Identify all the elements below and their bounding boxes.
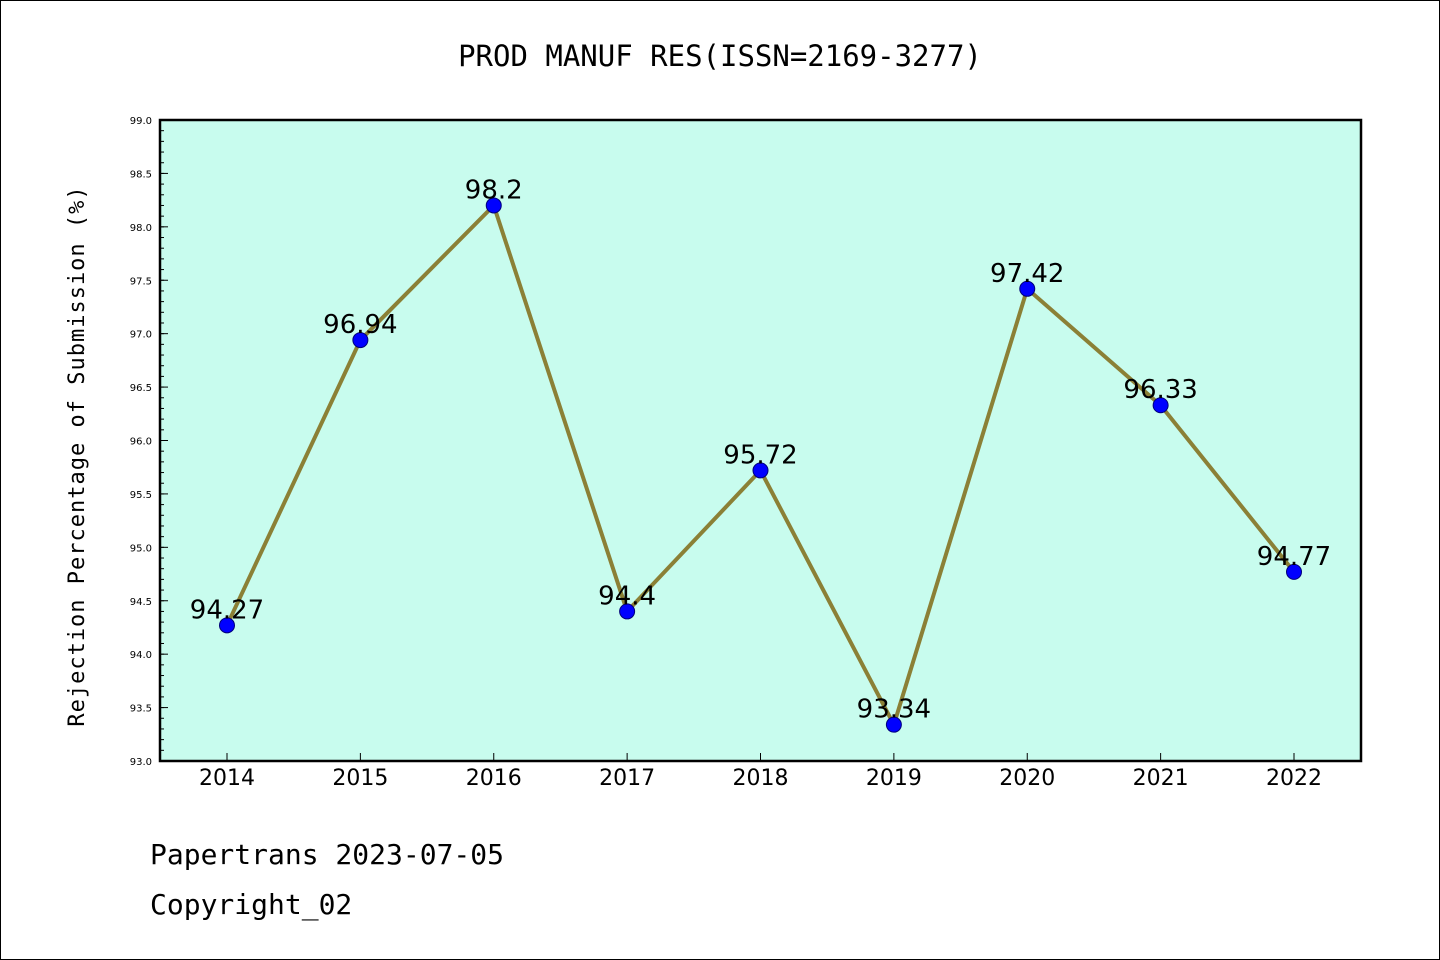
- data-label: 94.77: [1257, 542, 1331, 572]
- data-label: 94.4: [598, 581, 656, 611]
- data-labels: 94.27 96.94 98.2 94.4 95.72 93.34 97.42 96.33 94…: [190, 175, 1331, 724]
- x-tick-label: 2019: [866, 766, 922, 791]
- data-point: [219, 617, 235, 634]
- y-tick-label: 95.5: [130, 490, 152, 501]
- data-label: 96.94: [323, 310, 397, 340]
- data-point: [1152, 397, 1169, 414]
- data-label: 96.33: [1123, 375, 1197, 405]
- data-point: [352, 332, 369, 349]
- data-point: [885, 716, 902, 733]
- y-tick-label: 94.0: [130, 650, 152, 661]
- data-point: [1019, 280, 1036, 297]
- x-tick-label: 2020: [999, 766, 1055, 791]
- data-point: [752, 462, 769, 479]
- data-label: 98.2: [465, 175, 523, 205]
- y-tick-label: 97.5: [130, 276, 152, 287]
- plot-area: [160, 120, 1361, 761]
- y-tick-label: 96.5: [130, 383, 152, 394]
- y-tick-label: 94.5: [130, 597, 152, 608]
- y-tick-label: 99.0: [130, 116, 152, 127]
- footer-copyright: Copyright_02: [150, 888, 352, 922]
- chart-title: PROD MANUF RES(ISSN=2169-3277): [458, 39, 982, 73]
- y-axis-label: Rejection Percentage of Submission (%): [65, 185, 90, 726]
- y-tick-label: 95.0: [130, 543, 152, 554]
- x-tick-label: 2022: [1266, 766, 1322, 791]
- data-point: [619, 603, 636, 620]
- data-point: [1286, 563, 1302, 580]
- plot-border: [158, 118, 1363, 763]
- data-points: [219, 197, 1302, 733]
- x-tick-label: 2016: [466, 766, 522, 791]
- x-tick-label: 2015: [332, 766, 388, 791]
- y-tick-label: 98.0: [130, 223, 152, 234]
- data-label: 97.42: [990, 259, 1064, 289]
- x-axis-ticks: 2014 2015 2016 2017 2018 2019 2020 2021 2022: [199, 753, 1322, 791]
- x-tick-label: 2018: [733, 766, 789, 791]
- x-tick-label: 2021: [1133, 766, 1189, 791]
- data-label: 95.72: [723, 440, 797, 470]
- y-tick-label: 93.0: [130, 757, 152, 768]
- data-point: [485, 197, 502, 214]
- y-tick-label: 97.0: [130, 330, 152, 341]
- y-tick-label: 98.5: [130, 169, 152, 180]
- data-label: 93.34: [857, 695, 931, 725]
- x-tick-label: 2014: [199, 766, 255, 791]
- y-tick-label: 93.5: [130, 704, 152, 715]
- data-label: 94.27: [190, 595, 264, 625]
- y-tick-label: 96.0: [130, 437, 152, 448]
- footer-date: Papertrans 2023-07-05: [150, 838, 504, 871]
- x-tick-label: 2017: [599, 766, 655, 791]
